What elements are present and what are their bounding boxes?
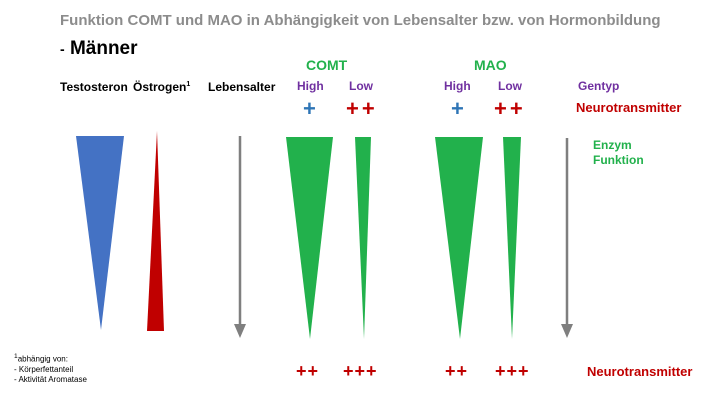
testosteron-triangle — [76, 136, 124, 330]
marker-top-comt-high: + — [303, 96, 316, 121]
footnote-line-1: 1abhängig von: — [14, 352, 87, 365]
marker-bottom-comt-low: +++ — [343, 361, 378, 381]
header-oestrogen: Östrogen1 — [133, 80, 190, 94]
footnote-line-1-text: abhängig von: — [17, 354, 68, 364]
enzym-funktion-arrow — [561, 138, 573, 338]
gentyp-mao-low: Low — [498, 79, 522, 93]
mao-low-triangle — [503, 137, 521, 339]
header-lebensalter: Lebensalter — [208, 80, 276, 94]
marker-top-mao-low: ++ — [494, 96, 526, 121]
marker-bottom-comt-high: ++ — [296, 361, 320, 381]
gentyp-comt-low: Low — [349, 79, 373, 93]
header-testosteron: Testosteron — [60, 80, 128, 94]
subtitle-dash: - — [60, 41, 65, 57]
marker-bottom-mao-high: ++ — [445, 361, 469, 381]
footnote-line-2: - Körperfettanteil — [14, 364, 74, 374]
footnote: 1abhängig von: - Körperfettanteil - Akti… — [14, 352, 87, 385]
comt-low-triangle — [355, 137, 371, 339]
neurotransmitter-label-bottom: Neurotransmitter — [587, 364, 693, 379]
slide-title: Funktion COMT und MAO in Abhängigkeit vo… — [60, 12, 661, 29]
marker-top-comt-low: ++ — [346, 96, 378, 121]
subtitle-text: Männer — [69, 38, 138, 59]
group-label-mao: MAO — [474, 57, 507, 73]
lebensalter-arrow — [234, 136, 246, 338]
footnote-line-3: - Aktivität Aromatase — [14, 374, 87, 384]
footnote-mark: 1 — [14, 353, 18, 360]
group-label-comt: COMT — [306, 57, 348, 73]
gentyp-comt-high: High — [297, 79, 324, 93]
marker-bottom-mao-low: +++ — [495, 361, 530, 381]
header-oestrogen-footnote-mark: 1 — [186, 81, 191, 88]
marker-top-mao-high: + — [451, 96, 464, 121]
gentyp-mao-high: High — [444, 79, 471, 93]
neurotransmitter-label-top: Neurotransmitter — [576, 100, 682, 115]
enzym-funktion-label: Enzym Funktion — [593, 138, 644, 167]
comt-high-triangle — [286, 137, 333, 339]
gentyp-label: Gentyp — [578, 79, 620, 93]
oestrogen-triangle — [147, 131, 164, 331]
header-oestrogen-text: Östrogen — [133, 80, 187, 94]
slide-subtitle: - Männer — [60, 38, 138, 60]
mao-high-triangle — [435, 137, 483, 339]
